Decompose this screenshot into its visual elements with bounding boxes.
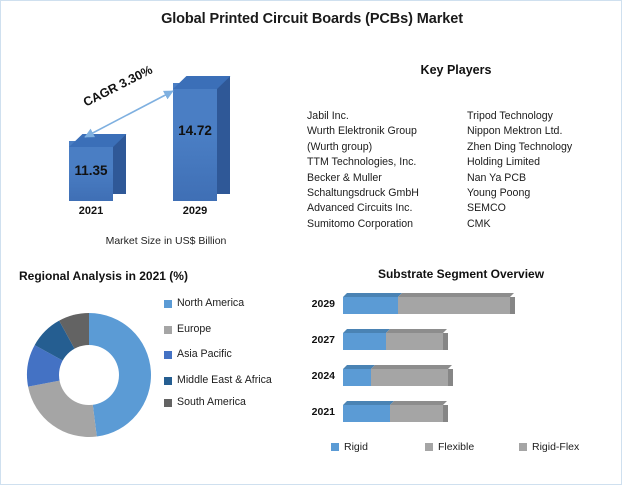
legend-item-middle-east-africa: Middle East & Africa (164, 374, 284, 388)
substrate-overview-title: Substrate Segment Overview (377, 267, 545, 281)
key-player-item: Nan Ya PCB (467, 171, 527, 184)
key-player-item: Young Poong (467, 187, 531, 200)
legend-item-asia-pacific: Asia Pacific (164, 348, 284, 362)
key-player-item: Holding Limited (467, 156, 541, 169)
substrate-row: 2029 (301, 289, 606, 321)
legend-swatch-icon (519, 443, 527, 451)
legend-label: South America (177, 396, 246, 408)
bar-2029-value: 14.72 (178, 123, 212, 138)
legend-swatch-icon (425, 443, 433, 451)
market-size-axis-note: Market Size in US$ Billion (105, 235, 227, 247)
legend-item-rigid-flex: Rigid-Flex (519, 441, 579, 453)
substrate-bar-cap (443, 405, 448, 422)
key-player-item: Nippon Mektron Ltd. (467, 125, 563, 138)
bar-label-2029: 2029 (182, 205, 208, 217)
key-players-column-left: Jabil Inc. Wurth Elektronik Group (Wurth… (307, 109, 467, 232)
substrate-chart: 2029 2027 2024 2021 (301, 289, 606, 429)
substrate-row: 2021 (301, 397, 606, 429)
key-player-item: Jabil Inc. (307, 110, 349, 122)
substrate-seg-flexible (386, 329, 447, 350)
key-players-list: Jabil Inc. Wurth Elektronik Group (Wurth… (307, 109, 613, 232)
substrate-legend: Rigid Flexible Rigid-Flex (331, 441, 591, 453)
bar-2021: 11.35 (69, 134, 127, 201)
substrate-seg-rigid (343, 401, 394, 422)
regional-analysis-title: Regional Analysis in 2021 (%) (19, 269, 188, 283)
legend-item-flexible: Flexible (425, 441, 519, 453)
donut-slice (89, 313, 151, 437)
legend-swatch-icon (164, 325, 172, 334)
substrate-year-label: 2024 (311, 370, 335, 382)
legend-label: Asia Pacific (177, 348, 232, 360)
legend-item-south-america: South America (164, 396, 284, 410)
substrate-row: 2027 (301, 325, 606, 357)
bar-2029-side (217, 76, 230, 194)
legend-label: Middle East & Africa (177, 373, 272, 386)
key-player-item: Advanced Circuits Inc. (307, 202, 413, 215)
key-player-item: SEMCO (467, 202, 506, 215)
substrate-seg-flexible (398, 293, 514, 314)
bar-2029: 14.72 (173, 76, 231, 201)
key-players-column-right: Tripod Technology Nippon Mektron Ltd. Zh… (467, 109, 613, 232)
legend-label: Flexible (438, 441, 475, 453)
substrate-bar-cap (510, 297, 515, 314)
legend-swatch-icon (331, 443, 339, 451)
legend-item-rigid: Rigid (331, 441, 425, 453)
page-title: Global Printed Circuit Boards (PCBs) Mar… (161, 11, 463, 27)
substrate-year-label: 2027 (311, 334, 335, 346)
substrate-seg-flexible (390, 401, 447, 422)
key-player-item: Wurth Elektronik Group (307, 125, 417, 138)
legend-swatch-icon (164, 351, 172, 359)
substrate-year-label: 2021 (311, 406, 335, 418)
legend-item-europe: Europe (164, 323, 284, 337)
substrate-seg-rigid (343, 293, 402, 314)
substrate-bar-cap (443, 333, 448, 350)
substrate-seg-flexible (371, 365, 452, 386)
key-player-item: Tripod Technology (467, 110, 553, 122)
substrate-seg-rigid (343, 365, 375, 386)
key-player-item: Sumitomo Corporation (307, 217, 413, 230)
regional-legend: North America Europe Asia Pacific Middle… (164, 297, 284, 422)
legend-label: Rigid (344, 441, 368, 453)
substrate-seg-rigid (343, 329, 390, 350)
bar-2021-side (113, 134, 126, 194)
legend-label: North America (177, 297, 245, 309)
key-player-item: CMK (467, 217, 491, 230)
key-player-item: TTM Technologies, Inc. (307, 156, 417, 169)
bar-2029-face (173, 83, 217, 201)
bar-2021-face (69, 141, 113, 201)
legend-swatch-icon (164, 300, 172, 308)
legend-label: Rigid-Flex (532, 441, 580, 453)
substrate-year-label: 2029 (311, 298, 335, 310)
cagr-label: CAGR 3.30% (81, 62, 155, 110)
key-player-item: Zhen Ding Technology (467, 140, 573, 153)
bar-2021-value: 11.35 (74, 163, 108, 178)
market-size-chart: 11.35 14.72 CAGR 3.30% 2021 2029 Mark (41, 63, 291, 249)
legend-swatch-icon (164, 376, 172, 385)
legend-item-north-america: North America (164, 297, 284, 311)
regional-donut-chart (25, 311, 153, 439)
substrate-bar-cap (448, 369, 453, 386)
key-player-item: Schaltungsdruck GmbH (307, 187, 419, 200)
legend-label: Europe (177, 322, 212, 335)
key-player-item: Becker & Muller (307, 171, 382, 184)
substrate-row: 2024 (301, 361, 606, 393)
key-player-item: (Wurth group) (307, 140, 373, 153)
legend-swatch-icon (164, 399, 172, 407)
key-players-heading: Key Players (420, 63, 492, 77)
bar-label-2021: 2021 (78, 205, 104, 217)
